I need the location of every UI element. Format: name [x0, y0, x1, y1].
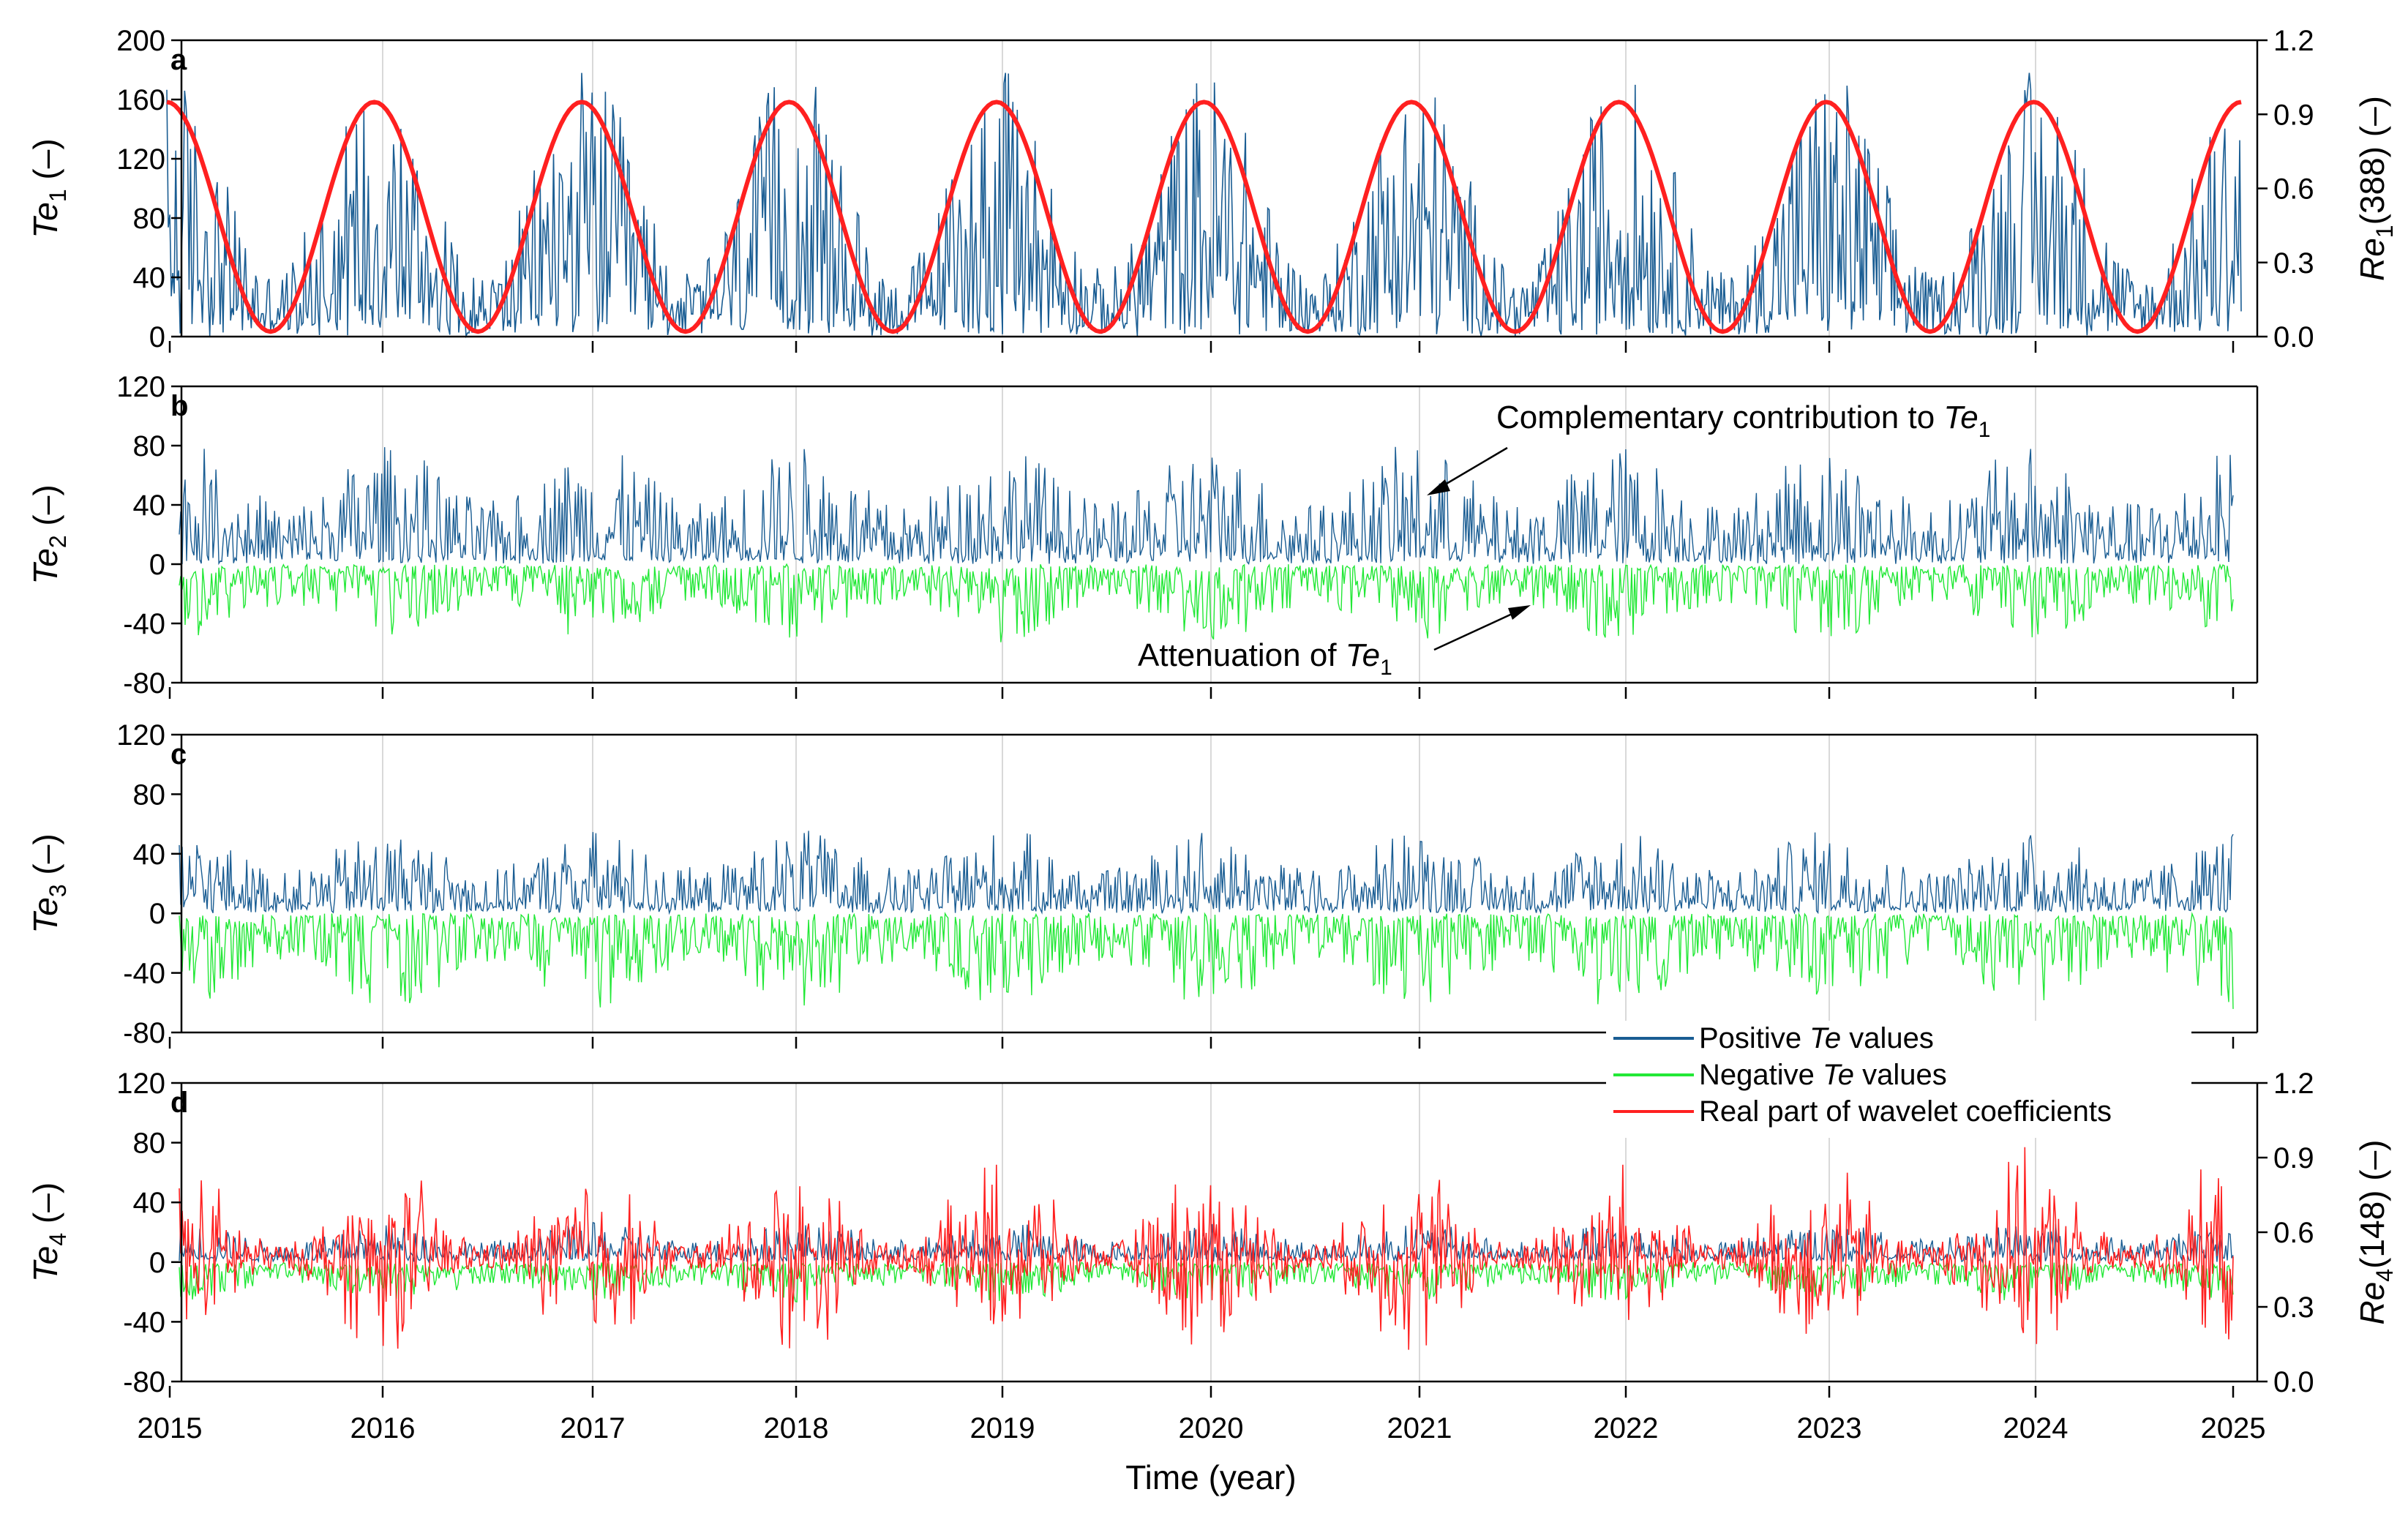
x-tick-label-2017: 2017: [560, 1412, 626, 1444]
series-positive: [179, 446, 2234, 566]
panel-frames: [168, 39, 2268, 1398]
y-tick-label: 0: [149, 898, 165, 930]
y2-tick-label: 0.9: [2273, 1142, 2314, 1174]
y2-tick-label: 0.0: [2273, 321, 2314, 353]
y-tick-label: 120: [116, 719, 165, 751]
y-axis-title: Te2 (–): [26, 484, 71, 584]
y-tick-label: 120: [116, 143, 165, 176]
gridlines: [382, 40, 2036, 1382]
legend-box: [1606, 1021, 2191, 1138]
y2-tick-label: 1.2: [2273, 25, 2314, 57]
y-tick-label: 160: [116, 84, 165, 116]
y2-tick-label: 0.6: [2273, 173, 2314, 206]
y-tick-label: 200: [116, 25, 165, 57]
x-tick-label-2022: 2022: [1594, 1412, 1659, 1444]
y-tick-label: 80: [133, 203, 166, 235]
x-axis-title: Time (year): [1125, 1458, 1296, 1496]
legend-label-positive: Positive Te values: [1699, 1022, 1934, 1054]
x-tick-label-2024: 2024: [2003, 1412, 2068, 1444]
x-tick-label-2025: 2025: [2201, 1412, 2266, 1444]
y2-axis-title: Re1(388) (–): [2353, 96, 2398, 281]
series-te1: [166, 72, 2242, 339]
panel-letter: a: [170, 44, 187, 76]
series-negative: [179, 563, 2234, 642]
annotation-arrowhead: [1427, 479, 1450, 495]
y-tick-label: -80: [123, 1017, 165, 1049]
y-tick-label: 120: [116, 1068, 165, 1100]
series-negative: [179, 912, 2234, 1009]
data-series: [166, 72, 2242, 1350]
panel-letter: d: [170, 1087, 188, 1119]
y2-tick-label: 0.3: [2273, 1292, 2314, 1324]
y-tick-label: 80: [133, 1128, 166, 1160]
x-tick-label-2016: 2016: [350, 1412, 416, 1444]
y-tick-label: -80: [123, 1366, 165, 1398]
legend-label-negative: Negative Te values: [1699, 1059, 1947, 1091]
y-tick-label: 80: [133, 430, 166, 462]
y-tick-label: -40: [123, 958, 165, 990]
legend-label-wavelet: Real part of wavelet coefficients: [1699, 1095, 2112, 1128]
annotation-attenuation: Attenuation of Te1: [1138, 605, 1531, 680]
series-re4-148: [179, 1147, 2234, 1350]
y2-axis-title: Re4(148) (–): [2353, 1140, 2398, 1325]
series-re1-388: [166, 100, 2242, 334]
y2-tick-label: 0.6: [2273, 1217, 2314, 1249]
y-tick-label: 40: [133, 262, 166, 294]
y2-tick-label: 0.9: [2273, 99, 2314, 131]
y-tick-label: -80: [123, 667, 165, 700]
legend: Positive Te values Negative Te values Re…: [1606, 1021, 2191, 1138]
y-axis-title: Te3 (–): [26, 833, 71, 933]
labels: 0 40 80 120 160 200 0.0 0.3 0.6 0.9 1.2 a Te1 (–) Re1…: [26, 25, 2398, 1444]
y-tick-label: 0: [149, 1247, 165, 1279]
x-tick-label-2023: 2023: [1797, 1412, 1862, 1444]
x-tick-label-2015: 2015: [138, 1412, 203, 1444]
panel-letter: c: [170, 738, 187, 771]
y-tick-label: -40: [123, 608, 165, 640]
y-tick-label: 0: [149, 549, 165, 581]
x-tick-label-2019: 2019: [970, 1412, 1035, 1444]
x-tick-label-2020: 2020: [1179, 1412, 1244, 1444]
y-axis-title: Te4 (–): [26, 1182, 71, 1282]
y-tick-label: 80: [133, 779, 166, 811]
y2-tick-label: 0.3: [2273, 247, 2314, 280]
annotation-complementary: Complementary contribution to Te1: [1427, 400, 1990, 495]
y-tick-label: 40: [133, 839, 166, 871]
annotation-arrowhead: [1508, 605, 1531, 620]
x-tick-label-2018: 2018: [764, 1412, 829, 1444]
y2-tick-label: 1.2: [2273, 1068, 2314, 1100]
y-tick-label: 0: [149, 321, 165, 353]
annotation-complementary-text: Complementary contribution to Te1: [1496, 400, 1990, 442]
y-tick-label: 40: [133, 490, 166, 522]
y-axis-title: Te1 (–): [26, 138, 71, 238]
annotation-attenuation-text: Attenuation of Te1: [1138, 637, 1392, 680]
panel-letter: b: [170, 390, 188, 422]
annotation-arrow-line: [1437, 446, 1508, 490]
y-tick-label: -40: [123, 1306, 165, 1338]
x-tick-label-2021: 2021: [1387, 1412, 1452, 1444]
y2-tick-label: 0.0: [2273, 1366, 2314, 1398]
series-negative: [179, 1261, 2234, 1302]
series-positive: [179, 831, 2234, 915]
y-tick-label: 40: [133, 1187, 166, 1219]
annotation-arrow-line: [1433, 610, 1519, 651]
y-tick-label: 120: [116, 371, 165, 403]
